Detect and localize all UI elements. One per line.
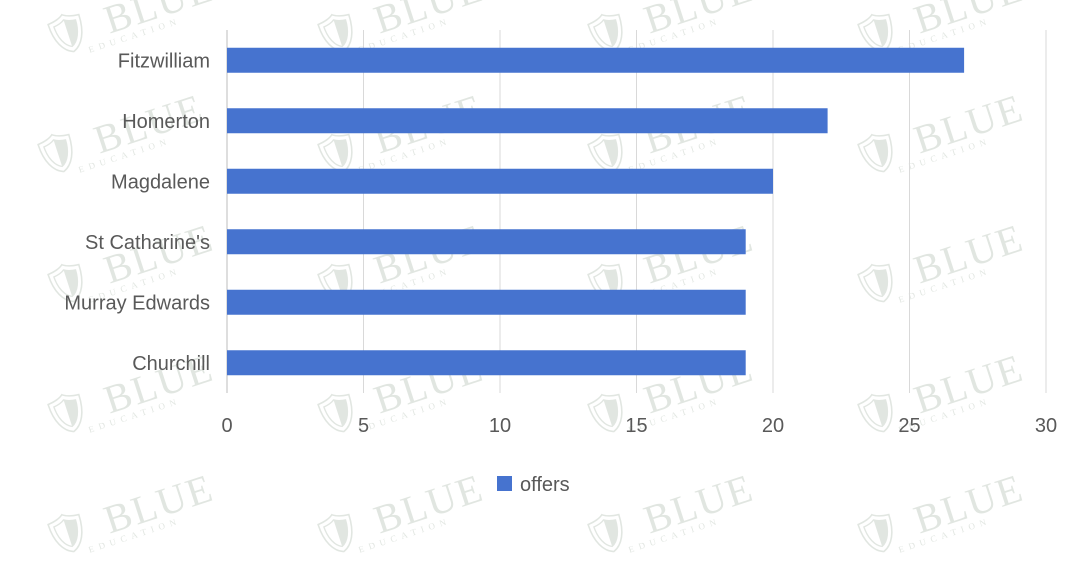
bar-homerton — [227, 108, 828, 134]
y-category-label: Homerton — [122, 111, 210, 133]
x-tick-label: 0 — [221, 415, 232, 437]
bar-fitzwilliam — [227, 47, 965, 73]
y-category-label: Murray Edwards — [64, 292, 210, 314]
bar-st-catharine-s — [227, 229, 746, 255]
bar-murray-edwards — [227, 289, 746, 315]
x-tick-label: 20 — [762, 415, 784, 437]
bar-chart: 0 5 10 15 20 25 30 Fitzwilliam Homerton Magdalene… — [64, 30, 1057, 496]
legend-swatch — [497, 476, 512, 491]
x-tick-label: 25 — [898, 415, 920, 437]
bar-churchill — [227, 350, 746, 376]
legend-label: offers — [520, 474, 570, 496]
y-category-label: Magdalene — [111, 171, 210, 193]
x-tick-label: 15 — [625, 415, 647, 437]
bar-magdalene — [227, 168, 773, 194]
y-category-label: Churchill — [132, 353, 210, 375]
y-category-label: Fitzwilliam — [118, 50, 210, 72]
x-tick-label: 30 — [1035, 415, 1057, 437]
x-tick-label: 10 — [489, 415, 511, 437]
x-tick-label: 5 — [358, 415, 369, 437]
y-category-label: St Catharine's — [85, 232, 210, 254]
